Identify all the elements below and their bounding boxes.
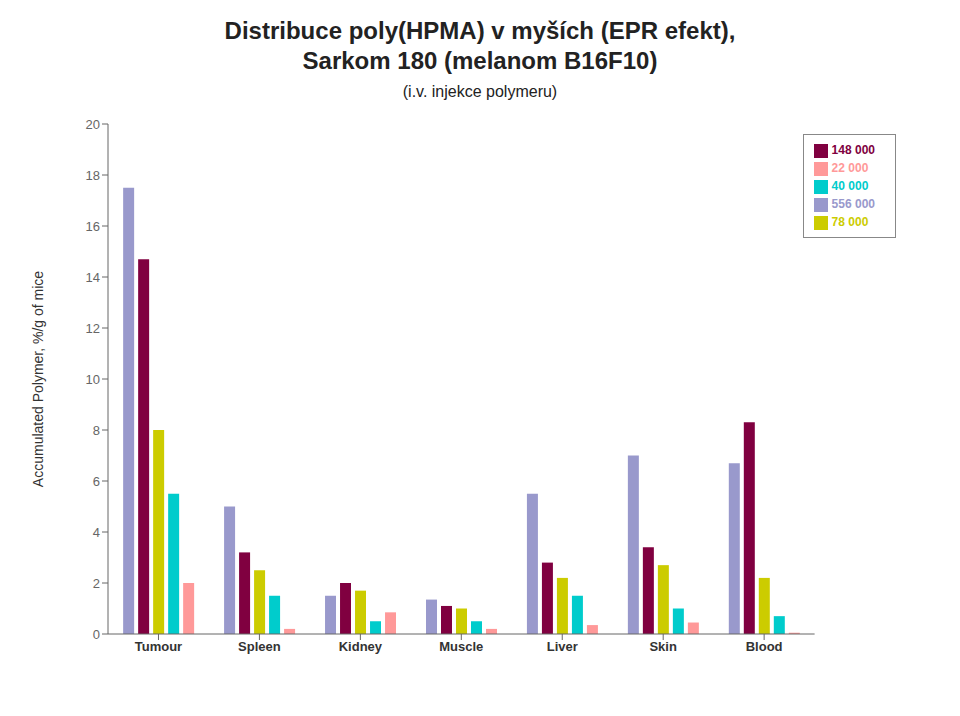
svg-text:Tumour: Tumour [135,639,182,654]
html-text:Distribuce poly(HPMA) v myších: Distribuce poly(HPMA) v myších (EPR efek… [224,17,736,44]
html-text:22 000: 22 000 [831,161,869,175]
html-text:Sarkom 180 (melanom B16F10): Sarkom 180 (melanom B16F10) [302,47,658,74]
html-text:148 000: 148 000 [831,143,875,157]
svg-text:10: 10 [86,372,100,387]
svg-text:Muscle: Muscle [439,639,483,654]
html-text:78 000: 78 000 [831,215,869,229]
svg-text:4: 4 [93,525,100,540]
svg-text:Accumulated Polymer, %/g of mi: Accumulated Polymer, %/g of mice [30,271,46,488]
svg-text:Skin: Skin [649,639,677,654]
svg-text:14: 14 [86,270,100,285]
html-text:40 000: 40 000 [831,179,869,193]
svg-text:Blood: Blood [746,639,783,654]
svg-text:8: 8 [93,423,100,438]
html-text:556 000: 556 000 [831,197,875,211]
html-text:(i.v. injekce polymeru): (i.v. injekce polymeru) [402,83,558,100]
svg-text:Liver: Liver [547,639,578,654]
svg-text:6: 6 [93,474,100,489]
svg-text:Spleen: Spleen [238,639,281,654]
svg-text:16: 16 [86,219,100,234]
svg-text:2: 2 [93,576,100,591]
svg-text:12: 12 [86,321,100,336]
svg-text:0: 0 [93,627,100,642]
svg-text:18: 18 [86,168,100,183]
svg-text:20: 20 [86,117,100,132]
svg-text:Kidney: Kidney [339,639,383,654]
